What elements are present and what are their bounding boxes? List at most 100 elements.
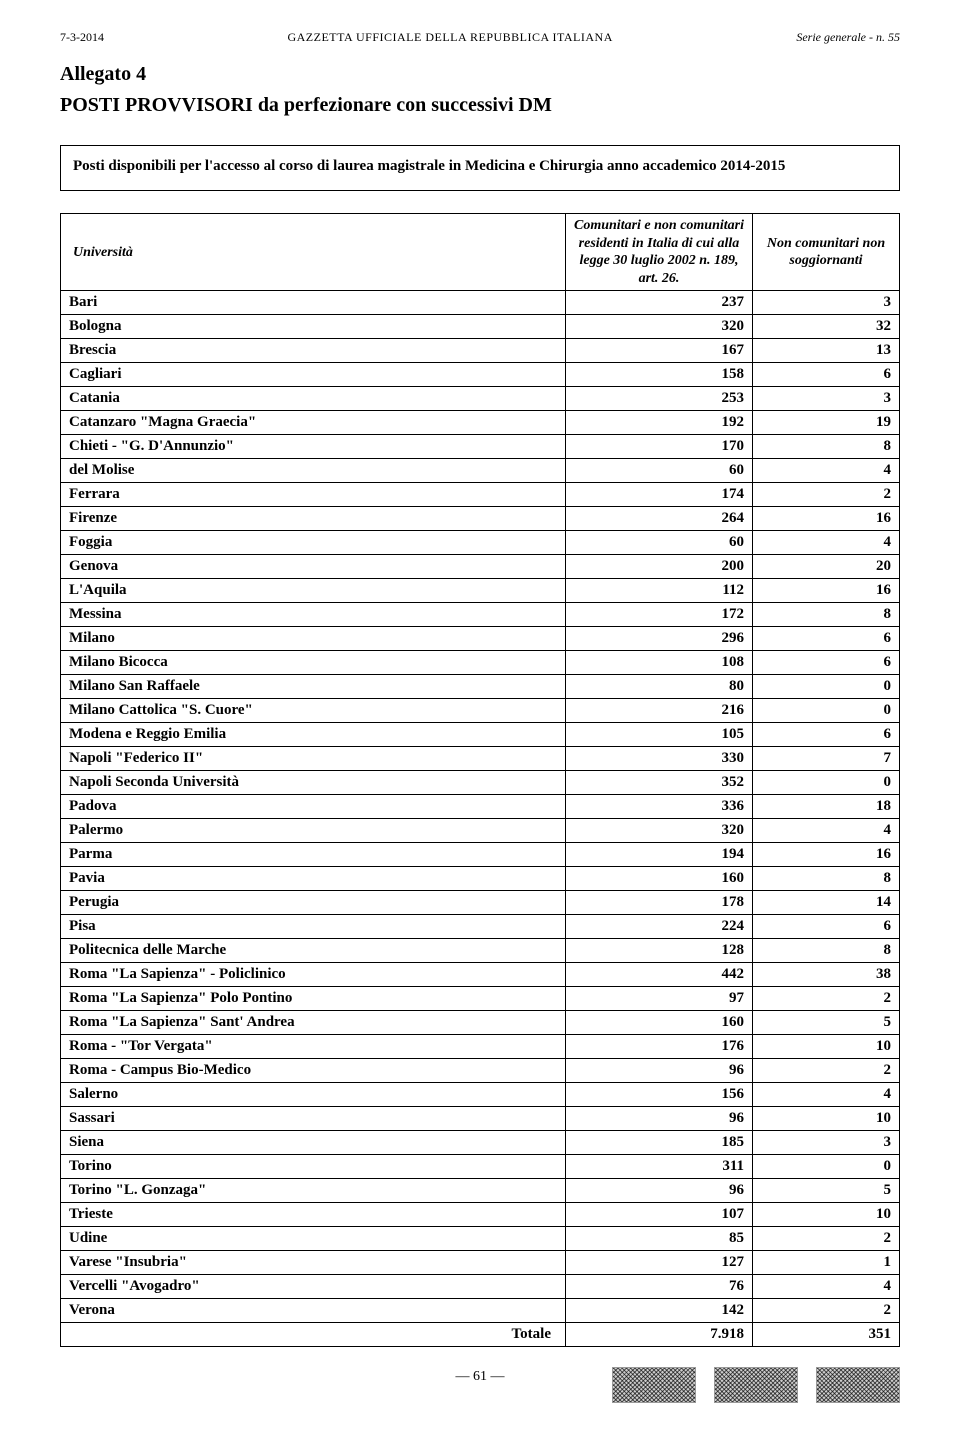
table-row: Milano2966	[61, 627, 900, 651]
table-row: Roma "La Sapienza" Polo Pontino972	[61, 987, 900, 1011]
cell-comunitari: 127	[566, 1251, 753, 1275]
total-label: Totale	[61, 1323, 566, 1347]
cell-universita: Modena e Reggio Emilia	[61, 723, 566, 747]
table-row: Cagliari1586	[61, 363, 900, 387]
table-row: Roma - "Tor Vergata"17610	[61, 1035, 900, 1059]
cell-non-comunitari: 8	[753, 867, 900, 891]
cell-comunitari: 216	[566, 699, 753, 723]
cell-comunitari: 194	[566, 843, 753, 867]
col-universita: Università	[61, 214, 566, 291]
cell-non-comunitari: 13	[753, 339, 900, 363]
cell-comunitari: 96	[566, 1059, 753, 1083]
cell-universita: Catania	[61, 387, 566, 411]
cell-non-comunitari: 3	[753, 1131, 900, 1155]
cell-non-comunitari: 32	[753, 315, 900, 339]
cell-universita: Milano Cattolica "S. Cuore"	[61, 699, 566, 723]
header-right: Serie generale - n. 55	[796, 30, 900, 45]
cell-comunitari: 185	[566, 1131, 753, 1155]
cell-non-comunitari: 6	[753, 915, 900, 939]
cell-universita: Foggia	[61, 531, 566, 555]
cell-non-comunitari: 7	[753, 747, 900, 771]
table-row: Perugia17814	[61, 891, 900, 915]
total-comunitari: 7.918	[566, 1323, 753, 1347]
cell-universita: Salerno	[61, 1083, 566, 1107]
cell-comunitari: 167	[566, 339, 753, 363]
cell-universita: Roma - "Tor Vergata"	[61, 1035, 566, 1059]
table-row: Catania2533	[61, 387, 900, 411]
header-center: GAZZETTA UFFICIALE DELLA REPUBBLICA ITAL…	[287, 30, 612, 45]
cell-non-comunitari: 4	[753, 1275, 900, 1299]
cell-non-comunitari: 16	[753, 843, 900, 867]
cell-universita: Palermo	[61, 819, 566, 843]
cell-universita: Sassari	[61, 1107, 566, 1131]
table-row: Pisa2246	[61, 915, 900, 939]
cell-universita: Brescia	[61, 339, 566, 363]
cell-non-comunitari: 8	[753, 939, 900, 963]
cell-universita: Roma "La Sapienza" Sant' Andrea	[61, 1011, 566, 1035]
cell-non-comunitari: 18	[753, 795, 900, 819]
cell-non-comunitari: 4	[753, 819, 900, 843]
cell-non-comunitari: 0	[753, 699, 900, 723]
table-row: Messina1728	[61, 603, 900, 627]
cell-non-comunitari: 5	[753, 1011, 900, 1035]
barcode-icon	[816, 1367, 900, 1403]
cell-comunitari: 172	[566, 603, 753, 627]
cell-non-comunitari: 2	[753, 1227, 900, 1251]
cell-universita: Messina	[61, 603, 566, 627]
cell-non-comunitari: 0	[753, 771, 900, 795]
cell-non-comunitari: 5	[753, 1179, 900, 1203]
table-row: L'Aquila11216	[61, 579, 900, 603]
barcode-icon	[714, 1367, 798, 1403]
cell-comunitari: 156	[566, 1083, 753, 1107]
table-row: Vercelli "Avogadro"764	[61, 1275, 900, 1299]
cell-universita: Padova	[61, 795, 566, 819]
cell-universita: Bari	[61, 291, 566, 315]
cell-comunitari: 107	[566, 1203, 753, 1227]
cell-comunitari: 336	[566, 795, 753, 819]
allegato-title: Allegato 4	[60, 63, 900, 86]
cell-non-comunitari: 4	[753, 1083, 900, 1107]
cell-universita: Parma	[61, 843, 566, 867]
table-row: Roma "La Sapienza" Sant' Andrea1605	[61, 1011, 900, 1035]
table-total-row: Totale7.918351	[61, 1323, 900, 1347]
page-header: 7-3-2014 GAZZETTA UFFICIALE DELLA REPUBB…	[60, 30, 900, 45]
cell-non-comunitari: 10	[753, 1203, 900, 1227]
cell-comunitari: 96	[566, 1179, 753, 1203]
cell-universita: L'Aquila	[61, 579, 566, 603]
table-row: Parma19416	[61, 843, 900, 867]
cell-comunitari: 108	[566, 651, 753, 675]
table-row: Udine852	[61, 1227, 900, 1251]
table-row: Milano San Raffaele800	[61, 675, 900, 699]
cell-universita: Roma - Campus Bio-Medico	[61, 1059, 566, 1083]
cell-universita: Napoli "Federico II"	[61, 747, 566, 771]
cell-non-comunitari: 16	[753, 507, 900, 531]
table-row: Chieti - "G. D'Annunzio"1708	[61, 435, 900, 459]
cell-universita: Pisa	[61, 915, 566, 939]
cell-non-comunitari: 3	[753, 387, 900, 411]
cell-universita: Trieste	[61, 1203, 566, 1227]
cell-non-comunitari: 4	[753, 531, 900, 555]
cell-non-comunitari: 2	[753, 1059, 900, 1083]
cell-universita: Politecnica delle Marche	[61, 939, 566, 963]
table-row: Roma "La Sapienza" - Policlinico44238	[61, 963, 900, 987]
posti-table: Università Comunitari e non comunitari r…	[60, 213, 900, 1347]
header-left: 7-3-2014	[60, 30, 104, 45]
table-row: Genova20020	[61, 555, 900, 579]
cell-comunitari: 60	[566, 531, 753, 555]
cell-non-comunitari: 14	[753, 891, 900, 915]
cell-comunitari: 60	[566, 459, 753, 483]
table-header-row: Università Comunitari e non comunitari r…	[61, 214, 900, 291]
cell-comunitari: 296	[566, 627, 753, 651]
cell-universita: Udine	[61, 1227, 566, 1251]
cell-universita: del Molise	[61, 459, 566, 483]
cell-non-comunitari: 4	[753, 459, 900, 483]
table-row: Milano Bicocca1086	[61, 651, 900, 675]
cell-universita: Milano	[61, 627, 566, 651]
cell-universita: Genova	[61, 555, 566, 579]
table-row: Modena e Reggio Emilia1056	[61, 723, 900, 747]
table-row: Bari2373	[61, 291, 900, 315]
cell-non-comunitari: 6	[753, 363, 900, 387]
cell-comunitari: 253	[566, 387, 753, 411]
cell-comunitari: 176	[566, 1035, 753, 1059]
cell-universita: Perugia	[61, 891, 566, 915]
